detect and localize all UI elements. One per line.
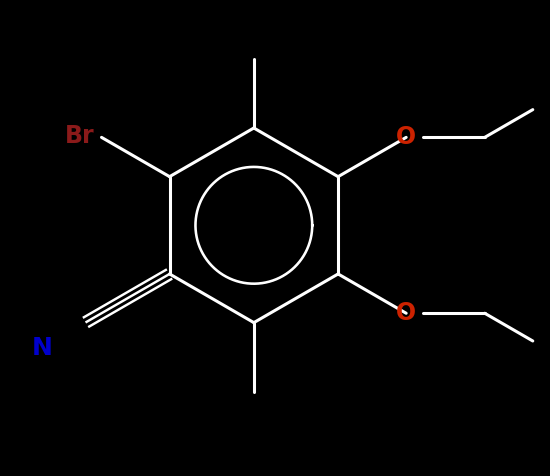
Text: Br: Br [65,124,95,148]
Text: O: O [396,301,416,325]
Text: N: N [31,336,52,360]
Text: O: O [396,125,416,149]
